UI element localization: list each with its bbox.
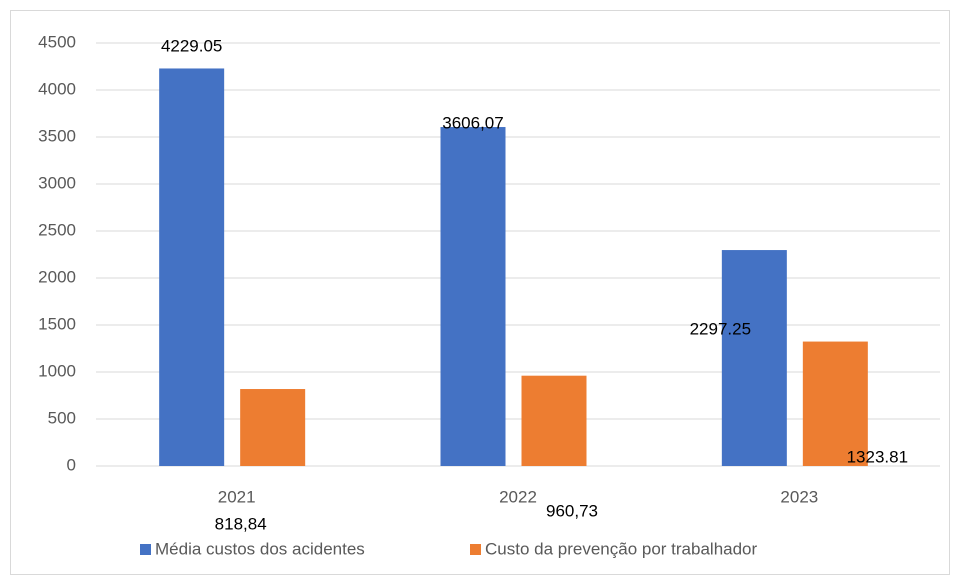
x-tick-label: 2021 <box>218 487 256 506</box>
y-tick-label: 3500 <box>38 126 76 145</box>
data-label: 4229.05 <box>161 36 222 55</box>
legend-label: Custo da prevenção por trabalhador <box>485 539 758 558</box>
y-tick-label: 3000 <box>38 173 76 192</box>
y-tick-label: 1500 <box>38 314 76 333</box>
bar <box>721 250 787 466</box>
legend-swatch <box>470 544 481 555</box>
legend-label: Média custos dos acidentes <box>155 539 365 558</box>
x-tick-label: 2023 <box>780 487 818 506</box>
y-tick-label: 1000 <box>38 361 76 380</box>
data-label: 3606,07 <box>442 113 503 132</box>
bar <box>521 375 587 466</box>
y-tick-label: 4500 <box>38 32 76 51</box>
x-tick-label: 2022 <box>499 487 537 506</box>
data-label: 2297.25 <box>690 319 751 338</box>
data-label: 818,84 <box>215 514 267 533</box>
bar <box>440 127 506 466</box>
bar <box>802 341 868 466</box>
bar <box>240 389 306 466</box>
data-label: 960,73 <box>546 501 598 520</box>
y-tick-label: 500 <box>48 408 76 427</box>
legend-swatch <box>140 544 151 555</box>
y-tick-label: 2500 <box>38 220 76 239</box>
y-tick-label: 2000 <box>38 267 76 286</box>
data-label: 1323.81 <box>847 447 908 466</box>
bar <box>159 68 225 466</box>
y-tick-label: 4000 <box>38 79 76 98</box>
y-tick-label: 0 <box>67 455 76 474</box>
